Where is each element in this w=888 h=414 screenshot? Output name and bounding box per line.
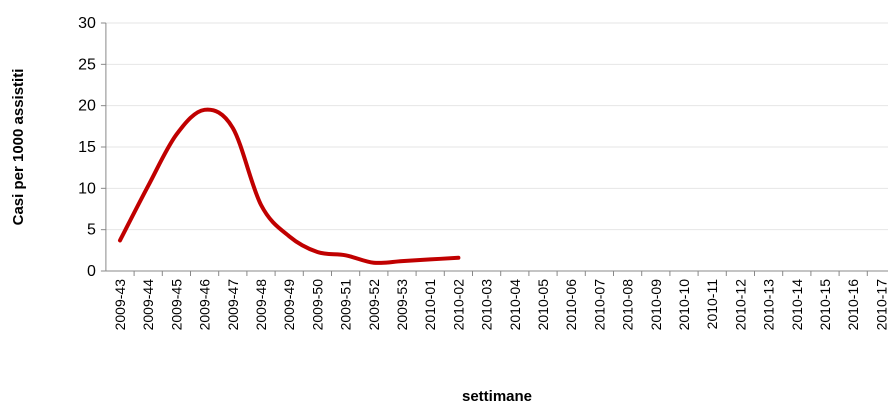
- y-tick-label: 30: [78, 15, 96, 32]
- x-tick-label: 2010-07: [591, 279, 607, 331]
- x-tick-label: 2010-09: [648, 279, 664, 331]
- y-tick-label: 15: [78, 139, 96, 156]
- y-tick-label: 25: [78, 56, 96, 73]
- x-tick-label: 2010-05: [535, 279, 551, 331]
- x-tick-label: 2009-50: [309, 279, 325, 331]
- x-tick-label: 2010-14: [789, 279, 805, 331]
- x-tick-label: 2009-49: [281, 279, 297, 331]
- x-tick-label: 2009-44: [140, 279, 156, 331]
- x-tick-label: 2009-51: [338, 279, 354, 331]
- x-tick-label: 2009-48: [253, 279, 269, 331]
- x-tick-label: 2010-02: [450, 279, 466, 331]
- x-tick-label: 2009-43: [112, 279, 128, 331]
- x-tick-label: 2010-11: [704, 279, 720, 330]
- x-axis-label: settimane: [462, 388, 532, 405]
- x-tick-label: 2010-13: [761, 279, 777, 331]
- x-tick-label: 2010-15: [817, 279, 833, 331]
- x-tick-label: 2010-04: [507, 279, 523, 331]
- x-tick-label: 2010-10: [676, 279, 692, 331]
- x-tick-label: 2010-08: [620, 279, 636, 331]
- data-line: [118, 107, 461, 265]
- y-tick-label: 0: [87, 263, 96, 280]
- x-tick-label: 2010-16: [845, 279, 861, 331]
- y-tick-label: 5: [87, 222, 96, 239]
- x-tick-label: 2009-47: [225, 279, 241, 331]
- x-tick-label: 2009-45: [168, 279, 184, 331]
- x-tick-label: 2009-53: [394, 279, 410, 331]
- x-tick-label: 2010-17: [873, 279, 888, 331]
- x-tick-label: 2009-52: [366, 279, 382, 331]
- x-tick-label: 2010-12: [732, 279, 748, 331]
- x-tick-label: 2010-01: [422, 279, 438, 331]
- y-tick-label: 10: [78, 180, 96, 197]
- x-tick-label: 2010-06: [563, 279, 579, 331]
- y-tick-label: 20: [78, 98, 96, 115]
- x-tick-label: 2009-46: [197, 279, 213, 331]
- y-axis-label: Casi per 1000 assistiti: [10, 69, 27, 226]
- x-tick-label: 2010-03: [479, 279, 495, 331]
